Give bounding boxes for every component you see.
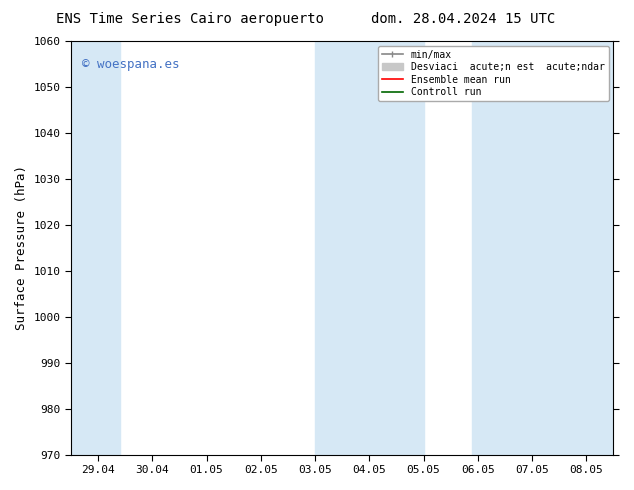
Text: dom. 28.04.2024 15 UTC: dom. 28.04.2024 15 UTC (371, 12, 555, 26)
Bar (472, 41, 614, 455)
Text: ENS Time Series Cairo aeropuerto: ENS Time Series Cairo aeropuerto (56, 12, 324, 26)
Bar (71, 41, 120, 455)
Bar (315, 41, 424, 455)
Legend: min/max, Desviaci  acute;n est  acute;ndar, Ensemble mean run, Controll run: min/max, Desviaci acute;n est acute;ndar… (378, 46, 609, 101)
Y-axis label: Surface Pressure (hPa): Surface Pressure (hPa) (15, 165, 28, 330)
Text: © woespana.es: © woespana.es (82, 58, 179, 71)
